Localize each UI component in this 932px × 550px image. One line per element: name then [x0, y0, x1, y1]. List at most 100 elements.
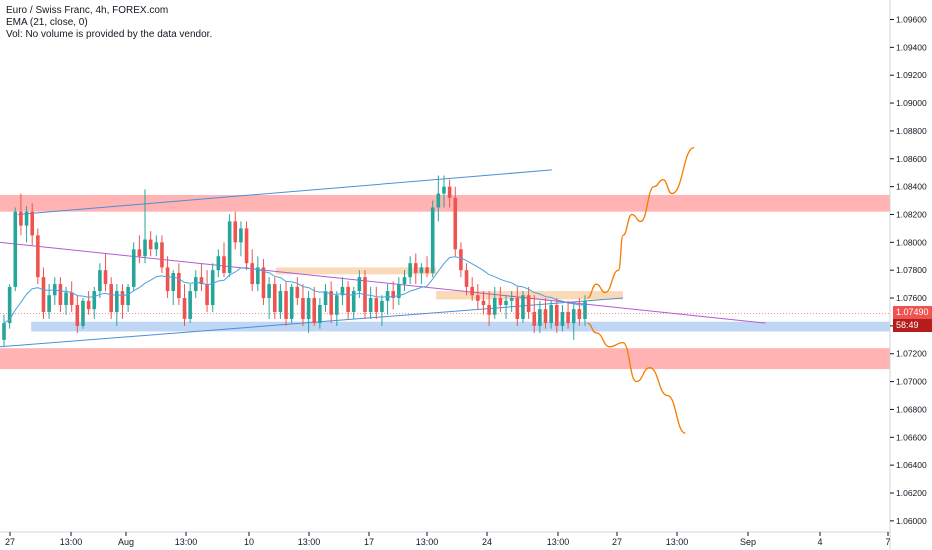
candle-body — [357, 277, 362, 292]
last-price-label: 1.07490 — [893, 306, 932, 320]
candle-body — [171, 272, 176, 292]
candle-body — [261, 267, 266, 299]
candle-body — [419, 267, 424, 273]
y-tick-label: 1.08600 — [896, 154, 927, 164]
candle-body — [549, 304, 553, 324]
candle-body — [301, 298, 305, 319]
zone-rect-2 — [31, 321, 890, 332]
y-tick-label: 1.07800 — [896, 265, 927, 275]
candle-body — [7, 286, 12, 324]
candle-body — [165, 267, 170, 292]
candle-body — [227, 221, 232, 273]
candle-body — [160, 242, 164, 268]
candle-body — [385, 291, 390, 301]
candle-body — [289, 286, 294, 319]
ema-line — [3, 256, 586, 324]
candle-body — [425, 267, 429, 273]
candle-body — [464, 270, 469, 287]
x-tick-label: 27 — [612, 537, 622, 547]
y-tick-label: 1.09200 — [896, 70, 927, 80]
candle-body — [346, 286, 350, 312]
candle-body — [284, 291, 288, 319]
candle-body — [81, 300, 85, 326]
projection-down-path — [587, 322, 686, 434]
legend-volume: Vol: No volume is provided by the data v… — [6, 29, 213, 40]
x-tick-label: 13:00 — [547, 537, 570, 547]
candle-body — [571, 309, 576, 324]
candle-body — [182, 298, 187, 319]
y-tick-label: 1.07600 — [896, 293, 927, 303]
candle-body — [205, 284, 209, 305]
candle-body — [515, 298, 520, 319]
candle-body — [13, 211, 18, 287]
y-tick-label: 1.06000 — [896, 516, 927, 526]
candle-body — [278, 291, 283, 312]
candle-body — [413, 263, 418, 273]
candle-body — [24, 211, 29, 226]
candle-body — [69, 292, 74, 305]
candle-body — [583, 300, 587, 319]
y-tick-label: 1.06400 — [896, 460, 927, 470]
candle-body — [560, 311, 565, 326]
candle-body — [374, 298, 379, 312]
candle-body — [543, 309, 548, 324]
y-tick-label: 1.07000 — [896, 377, 927, 387]
candle-body — [402, 277, 407, 285]
candle-body — [126, 286, 130, 305]
candle-body — [368, 298, 373, 312]
candle-body — [554, 304, 559, 326]
candle-body — [577, 309, 582, 319]
candle-body — [340, 286, 345, 296]
candle-body — [239, 228, 243, 243]
candle-body — [148, 239, 153, 250]
candle-body — [86, 300, 91, 310]
candle-body — [476, 295, 480, 301]
x-tick-label: 10 — [244, 537, 254, 547]
candle-body — [329, 291, 333, 315]
zone-rect-1 — [0, 348, 890, 370]
candle-body — [267, 284, 271, 299]
legend-title[interactable]: Euro / Swiss Franc, 4h, FOREX.com — [6, 5, 169, 16]
x-tick-label: 27 — [5, 537, 15, 547]
candle-body — [131, 249, 136, 287]
candle-body — [538, 309, 542, 326]
candle-body — [92, 291, 97, 310]
x-tick-label: 13:00 — [175, 537, 198, 547]
x-tick-label: 4 — [817, 537, 822, 547]
candle-body — [2, 323, 6, 340]
x-tick-label: Sep — [740, 537, 756, 547]
candle-body — [487, 304, 491, 315]
x-tick-label: 13:00 — [416, 537, 439, 547]
y-tick-label: 1.09400 — [896, 42, 927, 52]
legend-ema[interactable]: EMA (21, close, 0) — [6, 17, 88, 28]
zone-rect-0 — [0, 194, 890, 212]
candle-body — [19, 211, 23, 226]
candle-body — [335, 295, 339, 315]
candle-body — [470, 286, 474, 296]
x-tick-label: 13:00 — [666, 537, 689, 547]
candle-body — [380, 300, 384, 312]
candle-body — [453, 197, 458, 250]
candle-body — [351, 291, 356, 312]
candle-body — [143, 239, 147, 257]
y-tick-label: 1.06800 — [896, 404, 927, 414]
candle-body — [41, 277, 46, 312]
candle-body — [272, 284, 277, 312]
candle-body — [233, 221, 238, 243]
y-tick-label: 1.06600 — [896, 432, 927, 442]
candle-body — [459, 249, 463, 271]
trend-line-2 — [0, 241, 766, 324]
candle-body — [408, 263, 412, 278]
candle-body — [137, 249, 142, 257]
projection-up-path — [587, 146, 695, 299]
candle-body — [222, 256, 226, 273]
candle-body — [436, 193, 441, 208]
candle-body — [120, 291, 125, 305]
candle-body — [199, 277, 204, 285]
candle-body — [397, 284, 401, 299]
y-tick-label: 1.08200 — [896, 209, 927, 219]
chart-legend: Euro / Swiss Franc, 4h, FOREX.com EMA (2… — [6, 5, 212, 41]
x-tick-label: 13:00 — [298, 537, 321, 547]
candle-body — [481, 300, 486, 305]
